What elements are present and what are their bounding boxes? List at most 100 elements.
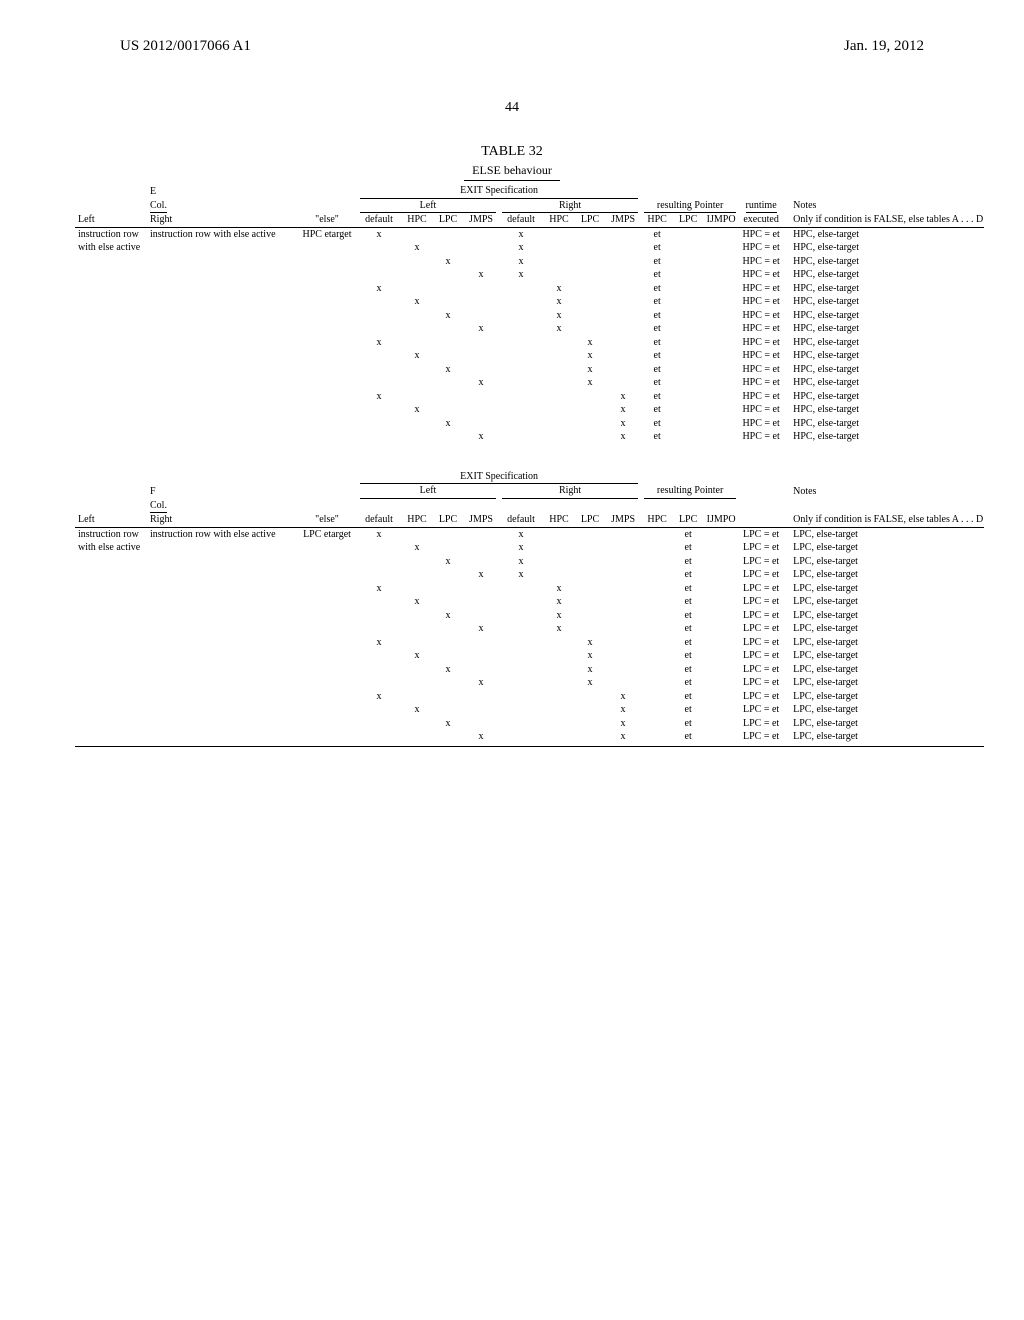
table-cell: [75, 309, 147, 323]
table-cell: [703, 349, 739, 363]
table-cell: [605, 649, 641, 663]
table-row: xxetHPC = etHPC, else-target: [75, 322, 984, 336]
table-cell: [147, 690, 297, 704]
table-cell: [499, 636, 543, 650]
table-cell: [297, 622, 357, 636]
table-row: xxetLPC = etLPC, else-target: [75, 609, 984, 623]
table-cell: [605, 568, 641, 582]
table-cell: [605, 309, 641, 323]
table-cell: [703, 649, 739, 663]
table-cell: x: [575, 663, 605, 677]
table-cell: et: [673, 568, 703, 582]
table-row: xxetLPC = etLPC, else-target: [75, 636, 984, 650]
table-cell: [543, 555, 575, 569]
table-cell: [605, 595, 641, 609]
table-cell: [543, 649, 575, 663]
table-cell: [463, 582, 499, 596]
table-cell: [75, 568, 147, 582]
table-cell: x: [605, 430, 641, 444]
table-cell: et: [641, 363, 673, 377]
table-row: xxetLPC = etLPC, else-target: [75, 717, 984, 731]
table-cell: [543, 255, 575, 269]
table-cell: [147, 403, 297, 417]
table-cell: [575, 690, 605, 704]
table-cell: HPC = et: [739, 349, 783, 363]
table-cell: x: [463, 568, 499, 582]
table-cell: LPC = et: [739, 568, 783, 582]
table-cell: [401, 636, 433, 650]
col-header: Col.: [150, 199, 167, 214]
table-cell: [147, 717, 297, 731]
table-cell: [641, 541, 673, 555]
table-cell: [641, 582, 673, 596]
table-cell: [703, 417, 739, 431]
table-cell: [703, 568, 739, 582]
table-cell: [575, 322, 605, 336]
table-cell: instruction row with else active: [147, 227, 297, 241]
table-cell: x: [499, 268, 543, 282]
table-cell: [641, 730, 673, 744]
table-cell: x: [433, 255, 463, 269]
table-cell: [147, 636, 297, 650]
table-cell: [703, 609, 739, 623]
table-cell: [357, 568, 401, 582]
table-cell: [297, 430, 357, 444]
table-cell: x: [357, 527, 401, 541]
table-cell: LPC, else-target: [783, 622, 984, 636]
table-cell: [297, 568, 357, 582]
section-f-table: EXIT Specification F Left Right resultin…: [75, 470, 984, 747]
table-cell: [673, 417, 703, 431]
table-cell: [433, 282, 463, 296]
table-row: xxetHPC = etHPC, else-target: [75, 430, 984, 444]
table-cell: [147, 609, 297, 623]
table-cell: [673, 349, 703, 363]
table-cell: [75, 349, 147, 363]
table-cell: LPC = et: [739, 663, 783, 677]
table-cell: [297, 403, 357, 417]
table-cell: x: [357, 582, 401, 596]
table-cell: [703, 636, 739, 650]
table-cell: [297, 690, 357, 704]
table-cell: et: [673, 676, 703, 690]
table-cell: HPC, else-target: [783, 309, 984, 323]
table-cell: x: [401, 703, 433, 717]
table-cell: [605, 227, 641, 241]
table-cell: [297, 595, 357, 609]
col-default: default: [499, 513, 543, 527]
table-cell: et: [641, 241, 673, 255]
table-cell: [499, 609, 543, 623]
table-cell: [703, 595, 739, 609]
table-content: E EXIT Specification Col. Left Right res…: [75, 184, 984, 747]
table-cell: [401, 555, 433, 569]
table-cell: [433, 349, 463, 363]
col-jmps: JMPS: [463, 213, 499, 227]
table-cell: [297, 676, 357, 690]
table-cell: x: [605, 730, 641, 744]
exit-spec-header: EXIT Specification: [360, 184, 638, 199]
publication-number: US 2012/0017066 A1: [120, 38, 251, 55]
table-cell: [703, 430, 739, 444]
table-cell: [543, 676, 575, 690]
table-cell: [543, 268, 575, 282]
table-cell: [575, 622, 605, 636]
table-cell: [703, 541, 739, 555]
table-cell: [575, 309, 605, 323]
table-cell: LPC = et: [739, 717, 783, 731]
table-cell: [605, 322, 641, 336]
table-cell: HPC = et: [739, 403, 783, 417]
table-cell: [575, 595, 605, 609]
table-cell: HPC, else-target: [783, 255, 984, 269]
table-cell: [703, 730, 739, 744]
table-cell: HPC, else-target: [783, 282, 984, 296]
table-cell: x: [401, 241, 433, 255]
table-cell: HPC, else-target: [783, 295, 984, 309]
table-cell: HPC = et: [739, 268, 783, 282]
table-row: xxetHPC = etHPC, else-target: [75, 336, 984, 350]
table-cell: [499, 690, 543, 704]
resulting-pointer-header: resulting Pointer: [644, 484, 736, 499]
table-cell: LPC, else-target: [783, 541, 984, 555]
table-cell: [703, 663, 739, 677]
table-row: xxetHPC = etHPC, else-target: [75, 295, 984, 309]
table-cell: [297, 417, 357, 431]
publication-date: Jan. 19, 2012: [844, 38, 924, 55]
